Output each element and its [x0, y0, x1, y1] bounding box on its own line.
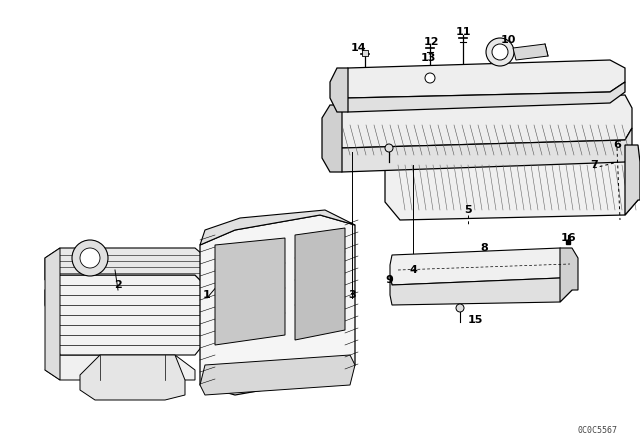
Polygon shape: [45, 355, 195, 380]
Circle shape: [456, 304, 464, 312]
Polygon shape: [337, 82, 625, 112]
Text: 6: 6: [613, 140, 621, 150]
Polygon shape: [390, 248, 572, 285]
Circle shape: [80, 248, 100, 268]
Polygon shape: [215, 238, 285, 345]
Circle shape: [385, 144, 393, 152]
Text: 10: 10: [500, 35, 516, 45]
Polygon shape: [513, 44, 548, 60]
Text: 15: 15: [467, 315, 483, 325]
Polygon shape: [625, 145, 640, 215]
Polygon shape: [330, 128, 632, 172]
Text: 1: 1: [203, 290, 211, 300]
Polygon shape: [200, 210, 355, 245]
Circle shape: [492, 44, 508, 60]
Text: 16: 16: [560, 233, 576, 243]
Text: 9: 9: [385, 275, 393, 285]
Text: 8: 8: [480, 243, 488, 253]
Polygon shape: [45, 248, 60, 380]
Polygon shape: [45, 248, 215, 295]
Polygon shape: [560, 248, 578, 302]
Polygon shape: [200, 355, 355, 395]
Text: 3: 3: [348, 290, 356, 300]
Polygon shape: [45, 275, 215, 355]
Polygon shape: [390, 270, 572, 305]
Polygon shape: [337, 60, 625, 98]
Polygon shape: [295, 228, 345, 340]
Circle shape: [72, 240, 108, 276]
Polygon shape: [385, 145, 638, 220]
Polygon shape: [330, 68, 348, 112]
Text: 14: 14: [350, 43, 366, 53]
Circle shape: [486, 38, 514, 66]
Circle shape: [425, 73, 435, 83]
Text: 12: 12: [423, 37, 439, 47]
Polygon shape: [80, 355, 185, 400]
Text: 2: 2: [114, 280, 122, 290]
Text: 7: 7: [590, 160, 598, 170]
Text: 5: 5: [464, 205, 472, 215]
Polygon shape: [200, 215, 355, 395]
Text: 11: 11: [455, 27, 471, 37]
Text: 13: 13: [420, 53, 436, 63]
Polygon shape: [322, 105, 342, 172]
Bar: [362, 50, 368, 56]
Polygon shape: [330, 95, 632, 148]
Text: 4: 4: [409, 265, 417, 275]
Text: 0C0C5567: 0C0C5567: [578, 426, 618, 435]
